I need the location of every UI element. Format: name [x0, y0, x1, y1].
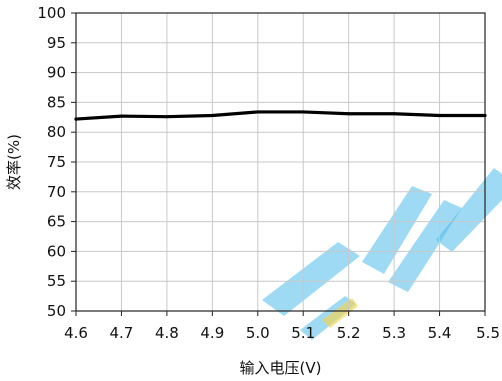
y-tick-label: 85 — [47, 93, 66, 111]
x-tick-label: 5.2 — [337, 324, 361, 342]
y-tick-label: 75 — [47, 153, 66, 171]
x-tick-label: 5.0 — [246, 324, 270, 342]
series-point — [483, 114, 487, 118]
series-point — [165, 115, 169, 119]
y-axis-title: 效率(%) — [5, 134, 23, 190]
x-tick-label: 5.4 — [428, 324, 452, 342]
y-axis-ticks: 50 55 60 65 70 75 80 85 90 95 100 — [37, 4, 76, 320]
x-tick-label: 4.8 — [155, 324, 179, 342]
y-tick-label: 95 — [47, 34, 66, 52]
series-point — [301, 110, 305, 114]
series-point — [438, 114, 442, 118]
x-tick-label: 4.6 — [64, 324, 88, 342]
x-tick-label: 5.1 — [291, 324, 315, 342]
y-tick-label: 55 — [47, 272, 66, 290]
x-tick-label: 4.9 — [200, 324, 224, 342]
y-tick-label: 90 — [47, 64, 66, 82]
x-axis-title: 输入电压(V) — [240, 359, 322, 377]
series-point — [392, 112, 396, 116]
y-tick-label: 80 — [47, 123, 66, 141]
y-tick-label: 50 — [47, 302, 66, 320]
series-point — [347, 112, 351, 116]
series-group — [74, 110, 487, 121]
x-tick-label: 5.5 — [476, 324, 500, 342]
series-point — [74, 117, 78, 121]
y-tick-label: 100 — [37, 4, 66, 22]
x-tick-label: 5.3 — [382, 324, 406, 342]
x-axis-ticks: 4.6 4.7 4.8 4.9 5.0 5.1 5.2 5.3 5.4 5.5 — [64, 311, 500, 342]
efficiency-series-line — [74, 110, 487, 121]
y-tick-label: 70 — [47, 183, 66, 201]
watermark-logo — [262, 168, 502, 340]
x-tick-label: 4.7 — [110, 324, 134, 342]
y-tick-label: 65 — [47, 213, 66, 231]
series-point — [119, 114, 123, 118]
series-point — [210, 114, 214, 118]
series-point — [256, 110, 260, 114]
y-tick-label: 60 — [47, 242, 66, 260]
